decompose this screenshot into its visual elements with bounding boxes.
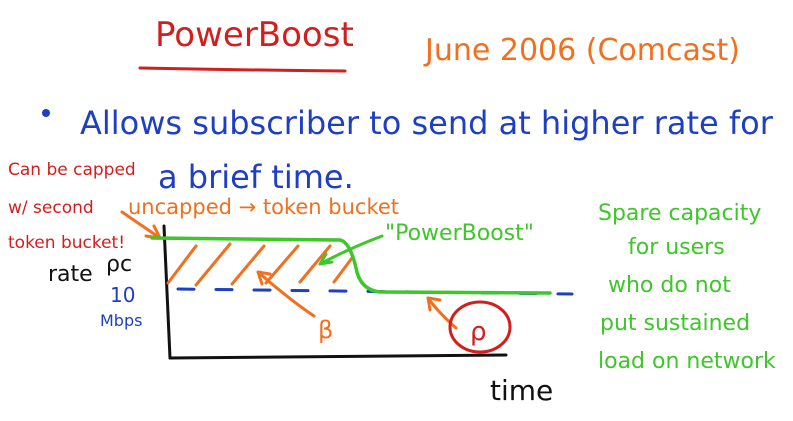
uncapped-note: uncapped → token bucket xyxy=(128,195,399,219)
y-axis-label: rate xyxy=(48,262,93,287)
powerboost-rate-curve xyxy=(150,236,552,295)
bullet-dot xyxy=(42,109,50,117)
bullet-line-2: a brief time. xyxy=(158,158,354,196)
title: PowerBoost xyxy=(155,15,354,55)
rho-circle xyxy=(448,300,512,354)
spare-note-line-1: Spare capacity xyxy=(598,201,761,226)
x-axis xyxy=(168,353,508,360)
spare-note-line-4: put sustained xyxy=(600,311,750,336)
beta-label: β xyxy=(318,316,333,344)
capped-note-line-2: w/ second xyxy=(8,198,94,218)
ten-label: 10 xyxy=(110,283,135,307)
spare-note-line-3: who do not xyxy=(608,273,731,298)
capped-note-line-1: Can be capped xyxy=(8,160,136,180)
y-axis xyxy=(162,224,172,360)
spare-note-line-5: load on network xyxy=(598,349,776,374)
beta-arrow xyxy=(256,270,316,318)
burst-hatching xyxy=(166,242,354,287)
rho-arrow xyxy=(426,296,458,330)
capped-note-line-3: token bucket! xyxy=(8,233,125,253)
bullet-line-1: Allows subscriber to send at higher rate… xyxy=(80,104,774,142)
rho-label: ρ xyxy=(470,317,487,347)
rho-c-label: ρc xyxy=(106,252,132,277)
powerboost-quote-arrow xyxy=(318,234,384,266)
spare-note-line-2: for users xyxy=(628,235,725,260)
powerboost-quote-label: "PowerBoost" xyxy=(385,221,534,246)
title-underline xyxy=(138,66,347,73)
x-axis-label: time xyxy=(490,374,553,407)
date-note: June 2006 (Comcast) xyxy=(423,33,740,68)
mbps-label: Mbps xyxy=(100,311,142,330)
